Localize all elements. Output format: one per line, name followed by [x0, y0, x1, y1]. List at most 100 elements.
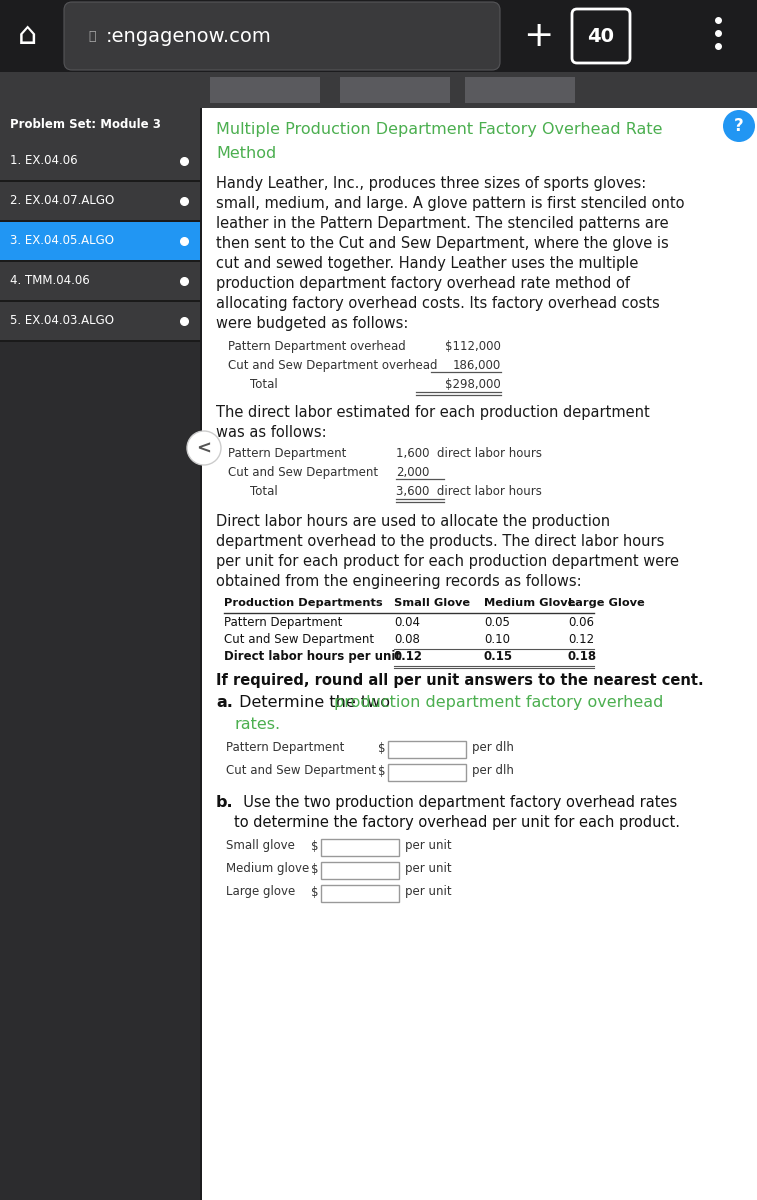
Text: Small glove: Small glove	[226, 839, 295, 852]
Text: Production Departments: Production Departments	[224, 598, 382, 608]
Bar	[388, 764, 466, 781]
Text: Method: Method	[216, 146, 276, 161]
Text: 🔒: 🔒	[88, 30, 95, 43]
Bar	[0, 302, 200, 340]
Text: Direct labor hours per unit: Direct labor hours per unit	[224, 650, 401, 662]
Text: $: $	[311, 840, 319, 853]
Bar	[202, 108, 757, 1200]
Text: Cut and Sew Department: Cut and Sew Department	[226, 764, 376, 778]
Text: a.: a.	[216, 695, 233, 710]
Bar	[0, 142, 200, 180]
Bar	[0, 108, 200, 142]
Text: Direct labor hours are used to allocate the production: Direct labor hours are used to allocate …	[216, 514, 610, 529]
Text: $298,000: $298,000	[445, 378, 501, 391]
Text: 2. EX.04.07.ALGO: 2. EX.04.07.ALGO	[10, 194, 114, 208]
Text: Determine the two: Determine the two	[234, 695, 395, 710]
Text: Multiple Production Department Factory Overhead Rate: Multiple Production Department Factory O…	[216, 122, 662, 137]
Text: department overhead to the products. The direct labor hours: department overhead to the products. The…	[216, 534, 665, 550]
Text: allocating factory overhead costs. Its factory overhead costs: allocating factory overhead costs. Its f…	[216, 296, 660, 311]
Text: small, medium, and large. A glove pattern is first stenciled onto: small, medium, and large. A glove patter…	[216, 196, 684, 211]
Text: Total: Total	[250, 485, 278, 498]
Text: 186,000: 186,000	[453, 359, 501, 372]
Text: leather in the Pattern Department. The stenciled patterns are: leather in the Pattern Department. The s…	[216, 216, 668, 230]
Bar	[0, 300, 200, 302]
Circle shape	[723, 110, 755, 142]
Text: 0.04: 0.04	[394, 616, 420, 629]
Text: Cut and Sew Department overhead: Cut and Sew Department overhead	[228, 359, 438, 372]
Bar	[340, 77, 450, 103]
Bar	[465, 77, 575, 103]
Text: production department factory overhead rate method of: production department factory overhead r…	[216, 276, 630, 290]
Text: then sent to the Cut and Sew Department, where the glove is: then sent to the Cut and Sew Department,…	[216, 236, 668, 251]
Bar	[321, 886, 399, 902]
Bar	[0, 72, 757, 108]
Text: Pattern Department overhead: Pattern Department overhead	[228, 340, 406, 353]
Text: Cut and Sew Department: Cut and Sew Department	[228, 466, 378, 479]
Text: 0.12: 0.12	[568, 634, 594, 646]
Text: per dlh: per dlh	[472, 764, 514, 778]
Text: cut and sewed together. Handy Leather uses the multiple: cut and sewed together. Handy Leather us…	[216, 256, 638, 271]
Text: $: $	[311, 863, 319, 876]
Text: production department factory overhead: production department factory overhead	[334, 695, 663, 710]
Text: :engagenow.com: :engagenow.com	[106, 26, 272, 46]
Text: Large Glove: Large Glove	[568, 598, 645, 608]
Text: per unit: per unit	[405, 839, 452, 852]
Text: 4. TMM.04.06: 4. TMM.04.06	[10, 275, 90, 288]
Bar	[0, 260, 200, 262]
Text: $112,000: $112,000	[445, 340, 501, 353]
Text: was as follows:: was as follows:	[216, 425, 326, 440]
Text: Medium glove: Medium glove	[226, 862, 310, 875]
Text: per unit: per unit	[405, 862, 452, 875]
Text: were budgeted as follows:: were budgeted as follows:	[216, 316, 408, 331]
Text: 3,600  direct labor hours: 3,600 direct labor hours	[396, 485, 542, 498]
Text: Pattern Department: Pattern Department	[226, 740, 344, 754]
Bar	[0, 180, 200, 182]
Text: per unit for each product for each production department were: per unit for each product for each produ…	[216, 554, 679, 569]
Text: Pattern Department: Pattern Department	[224, 616, 342, 629]
Text: Small Glove: Small Glove	[394, 598, 470, 608]
Text: Large glove: Large glove	[226, 886, 295, 898]
Text: obtained from the engineering records as follows:: obtained from the engineering records as…	[216, 574, 581, 589]
Text: The direct labor estimated for each production department: The direct labor estimated for each prod…	[216, 404, 650, 420]
Bar	[0, 0, 757, 72]
Text: to determine the factory overhead per unit for each product.: to determine the factory overhead per un…	[234, 815, 680, 830]
Text: <: <	[197, 440, 211, 458]
Text: 0.12: 0.12	[394, 650, 423, 662]
Text: b.: b.	[216, 794, 234, 810]
Text: 1,600  direct labor hours: 1,600 direct labor hours	[396, 446, 542, 460]
Text: ⌂: ⌂	[18, 22, 38, 50]
Text: 3. EX.04.05.ALGO: 3. EX.04.05.ALGO	[10, 234, 114, 247]
FancyBboxPatch shape	[572, 8, 630, 62]
Text: Handy Leather, Inc., produces three sizes of sports gloves:: Handy Leather, Inc., produces three size…	[216, 176, 646, 191]
Text: 0.05: 0.05	[484, 616, 510, 629]
FancyBboxPatch shape	[64, 2, 500, 70]
Text: 0.15: 0.15	[484, 650, 513, 662]
Text: Problem Set: Module 3: Problem Set: Module 3	[10, 119, 161, 132]
Text: If required, round all per unit answers to the nearest cent.: If required, round all per unit answers …	[216, 673, 703, 688]
Bar	[388, 740, 466, 758]
Text: 0.10: 0.10	[484, 634, 510, 646]
Bar	[0, 220, 200, 222]
Text: 0.08: 0.08	[394, 634, 420, 646]
Text: per dlh: per dlh	[472, 740, 514, 754]
Bar	[321, 862, 399, 878]
Bar	[0, 182, 200, 220]
Text: rates.: rates.	[234, 716, 280, 732]
Text: per unit: per unit	[405, 886, 452, 898]
Text: 5. EX.04.03.ALGO: 5. EX.04.03.ALGO	[10, 314, 114, 328]
Text: 0.18: 0.18	[568, 650, 597, 662]
Text: 40: 40	[587, 26, 615, 46]
Circle shape	[187, 431, 221, 464]
Bar	[321, 839, 399, 856]
Bar	[0, 262, 200, 300]
Text: 0.06: 0.06	[568, 616, 594, 629]
Text: 2,000: 2,000	[396, 466, 429, 479]
Text: +: +	[523, 19, 553, 53]
Text: Total: Total	[250, 378, 278, 391]
Bar	[0, 222, 200, 260]
Text: Use the two production department factory overhead rates: Use the two production department factor…	[234, 794, 678, 810]
Text: $: $	[311, 886, 319, 899]
Bar	[0, 340, 200, 342]
Text: Medium Glove: Medium Glove	[484, 598, 575, 608]
Text: $: $	[378, 742, 385, 755]
